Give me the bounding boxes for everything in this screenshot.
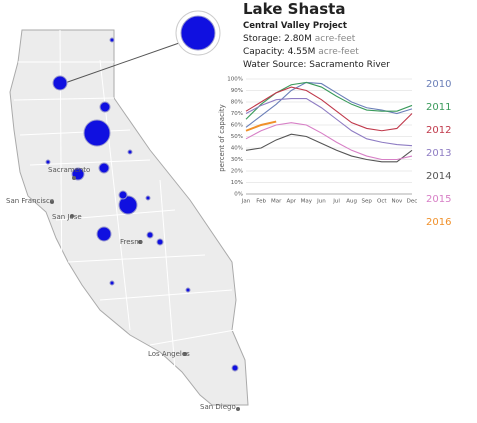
city-dots	[50, 176, 240, 411]
x-tick-label: Apr	[287, 199, 297, 205]
city-label: Sacramento	[48, 166, 90, 174]
x-tick-label: Jun	[316, 199, 326, 205]
legend-entry: 2016	[426, 217, 451, 228]
chart-bg	[212, 72, 420, 207]
city-label: Fresno	[120, 238, 143, 246]
x-tick-label: Feb	[256, 199, 266, 205]
y-tick-label: 90%	[231, 88, 243, 94]
source: Water Source: Sacramento River	[243, 60, 390, 70]
leader-line	[61, 41, 183, 85]
y-tick-label: 20%	[231, 169, 243, 175]
x-tick-label: Mar	[271, 199, 282, 205]
x-tick-label: Oct	[377, 199, 387, 205]
reservoir[interactable]	[185, 287, 191, 293]
y-axis-label: percent of capacity	[218, 104, 226, 172]
reservoir[interactable]	[109, 280, 115, 286]
reservoir[interactable]	[118, 190, 128, 200]
city-label: San Jose	[52, 213, 82, 221]
reservoir[interactable]	[145, 195, 151, 201]
reservoir[interactable]	[156, 238, 164, 246]
x-tick-label: Aug	[346, 199, 357, 205]
storage-unit: acre-feet	[314, 34, 356, 44]
series-line	[245, 133, 413, 163]
series-line	[245, 81, 413, 128]
x-tick-label: Nov	[392, 199, 403, 205]
capacity: Capacity: 4.55M acre-feet	[243, 47, 359, 57]
x-tick-label: May	[301, 199, 313, 205]
reservoir[interactable]	[98, 162, 110, 174]
series-line	[245, 98, 413, 147]
reservoir[interactable]	[146, 231, 154, 239]
reservoir[interactable]	[96, 226, 112, 242]
city-label: San Diego	[200, 403, 236, 411]
chart: percent of capacity 0% 10% 20% 30% 40% 50% 60%…	[212, 72, 451, 228]
legend-entry: 2015	[426, 194, 451, 205]
reservoir-title: Lake Shasta	[243, 0, 346, 18]
x-tick-label: Dec	[407, 199, 418, 205]
reservoir[interactable]	[231, 364, 239, 372]
capacity-value: Capacity: 4.55M	[243, 47, 316, 57]
reservoir[interactable]	[83, 119, 111, 147]
project: Central Valley Project	[243, 21, 347, 31]
storage-value: Storage: 2.80M	[243, 34, 312, 44]
reservoir[interactable]	[180, 15, 216, 51]
x-tick-label: Sep	[362, 199, 373, 205]
y-tick-label: 80%	[231, 100, 243, 106]
x-tick-label: Jan	[241, 199, 251, 205]
reservoirs	[45, 10, 239, 372]
y-tick-label: 0%	[234, 192, 243, 198]
legend-entry: 2012	[426, 125, 451, 136]
series-line	[245, 122, 413, 161]
y-tick-label: 100%	[227, 77, 243, 83]
city-label: San Francisco	[6, 197, 54, 205]
reservoir[interactable]	[109, 37, 115, 43]
y-tick-label: 10%	[231, 180, 243, 186]
legend-entry: 2011	[426, 102, 451, 113]
y-tick-label: 70%	[231, 111, 243, 117]
series-line	[245, 120, 277, 132]
legend-entry: 2014	[426, 171, 451, 182]
reservoir[interactable]	[118, 195, 138, 215]
legend-entry: 2013	[426, 148, 451, 159]
storage: Storage: 2.80M acre-feet	[243, 34, 355, 44]
reservoir[interactable]	[52, 75, 68, 91]
y-tick-label: 40%	[231, 146, 243, 152]
y-tick-label: 30%	[231, 157, 243, 163]
x-tick-label: Jul	[332, 199, 340, 205]
reservoir[interactable]	[99, 101, 111, 113]
state-outline	[9, 29, 249, 406]
y-tick-label: 60%	[231, 123, 243, 129]
city-label: Los Angeles	[148, 350, 190, 358]
reservoir[interactable]	[45, 159, 51, 165]
legend-entry: 2010	[426, 79, 451, 90]
reservoir[interactable]	[127, 149, 133, 155]
capacity-unit: acre-feet	[318, 47, 359, 57]
y-tick-label: 50%	[231, 134, 243, 140]
series-line	[245, 86, 413, 132]
